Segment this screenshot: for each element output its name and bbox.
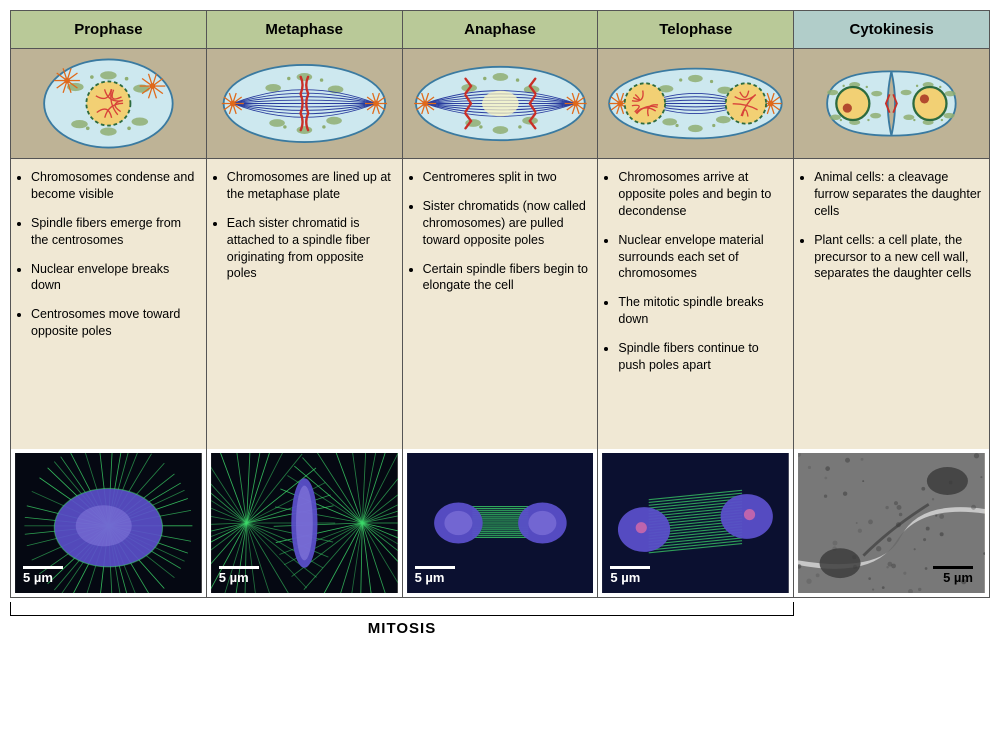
phase-col-cytokinesis: Cytokinesis Animal cells: a cleavage fur…: [794, 11, 989, 597]
phase-diagram-metaphase: [207, 49, 402, 159]
mitosis-bracket-wrap: MITOSIS: [10, 598, 990, 648]
phase-header-prophase: Prophase: [11, 11, 206, 49]
phase-micrograph-cytokinesis: 5 µm: [798, 453, 985, 593]
phase-micrograph-telophase: 5 µm: [602, 453, 789, 593]
phase-bullets-telophase: Chromosomes arrive at opposite poles and…: [598, 159, 793, 449]
phase-col-metaphase: Metaphase Chromosomes are lined up at th…: [207, 11, 403, 597]
bullet-item: Chromosomes arrive at opposite poles and…: [618, 169, 785, 220]
bullet-item: Each sister chromatid is attached to a s…: [227, 215, 394, 283]
phase-bullets-prophase: Chromosomes condense and become visible S…: [11, 159, 206, 449]
phase-micrograph-anaphase: 5 µm: [407, 453, 594, 593]
phase-diagram-telophase: [598, 49, 793, 159]
phase-header-anaphase: Anaphase: [403, 11, 598, 49]
bullet-item: Animal cells: a cleavage furrow separate…: [814, 169, 981, 220]
bullet-item: Spindle fibers continue to push poles ap…: [618, 340, 785, 374]
scale-bar-label: 5 µm: [23, 570, 53, 585]
bullet-item: Chromosomes condense and become visible: [31, 169, 198, 203]
scale-bar: 5 µm: [415, 566, 455, 585]
scale-bar-label: 5 µm: [219, 570, 249, 585]
bullet-item: Nuclear envelope breaks down: [31, 261, 198, 295]
bullet-item: Nuclear envelope material surrounds each…: [618, 232, 785, 283]
phase-micrograph-metaphase: 5 µm: [211, 453, 398, 593]
phase-header-cytokinesis: Cytokinesis: [794, 11, 989, 49]
scale-bar: 5 µm: [610, 566, 650, 585]
bullet-item: Spindle fibers emerge from the centrosom…: [31, 215, 198, 249]
phase-col-anaphase: Anaphase Centromeres split in two Sister …: [403, 11, 599, 597]
scale-bar: 5 µm: [933, 566, 973, 585]
phase-header-telophase: Telophase: [598, 11, 793, 49]
bullet-item: Sister chromatids (now called chromosome…: [423, 198, 590, 249]
phase-diagram-cytokinesis: [794, 49, 989, 159]
bullet-item: Centrosomes move toward opposite poles: [31, 306, 198, 340]
phase-bullets-metaphase: Chromosomes are lined up at the metaphas…: [207, 159, 402, 449]
bullet-item: The mitotic spindle breaks down: [618, 294, 785, 328]
phase-micrograph-prophase: 5 µm: [15, 453, 202, 593]
bullet-item: Chromosomes are lined up at the metaphas…: [227, 169, 394, 203]
scale-bar-label: 5 µm: [415, 570, 445, 585]
bullet-item: Certain spindle fibers begin to elongate…: [423, 261, 590, 295]
phase-diagram-anaphase: [403, 49, 598, 159]
mitosis-bracket-label: MITOSIS: [368, 620, 436, 637]
phase-header-metaphase: Metaphase: [207, 11, 402, 49]
phase-col-prophase: Prophase Chromosomes condense and become…: [11, 11, 207, 597]
phase-bullets-anaphase: Centromeres split in two Sister chromatid…: [403, 159, 598, 449]
phase-col-telophase: Telophase Chromosomes arrive at opposite…: [598, 11, 794, 597]
phase-bullets-cytokinesis: Animal cells: a cleavage furrow separate…: [794, 159, 989, 449]
mitosis-bracket: [10, 602, 794, 616]
scale-bar: 5 µm: [23, 566, 63, 585]
scale-bar-label: 5 µm: [610, 570, 640, 585]
bullet-item: Plant cells: a cell plate, the precursor…: [814, 232, 981, 283]
mitosis-phases-chart: Prophase Chromosomes condense and become…: [10, 10, 990, 598]
bullet-item: Centromeres split in two: [423, 169, 590, 186]
scale-bar-label: 5 µm: [943, 570, 973, 585]
scale-bar: 5 µm: [219, 566, 259, 585]
phase-diagram-prophase: [11, 49, 206, 159]
